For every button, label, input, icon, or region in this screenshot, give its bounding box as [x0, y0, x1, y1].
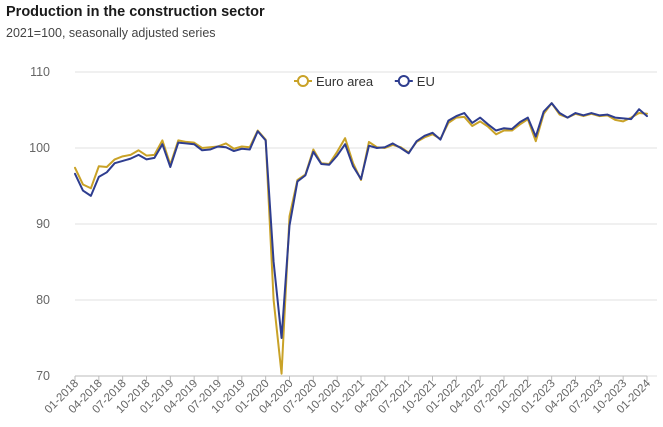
series-line-eu	[74, 102, 648, 339]
y-tick-label: 100	[29, 141, 50, 155]
legend-label: Euro area	[316, 74, 374, 89]
legend-marker	[397, 75, 410, 87]
legend-label: EU	[417, 74, 435, 89]
chart-subtitle: 2021=100, seasonally adjusted series	[6, 26, 216, 40]
legend-marker	[297, 75, 309, 87]
legend: Euro area EU	[294, 74, 435, 89]
series-lines	[74, 102, 648, 375]
y-axis-ticks: 70 80 90 100 110	[29, 65, 50, 383]
y-tick-label: 110	[30, 65, 50, 79]
y-tick-label: 70	[36, 369, 50, 383]
x-axis-ticks: 01-201804-201807-201810-201801-201904-20…	[43, 376, 654, 416]
chart-title: Production in the construction sector	[6, 4, 265, 20]
y-tick-label: 80	[36, 293, 50, 307]
y-tick-label: 90	[36, 217, 50, 231]
series-line-euro-area	[74, 102, 648, 375]
